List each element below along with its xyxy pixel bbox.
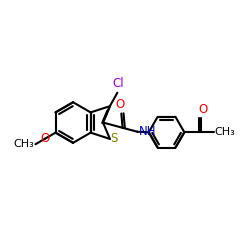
Text: O: O <box>198 104 207 117</box>
Text: CH₃: CH₃ <box>214 127 235 137</box>
Text: O: O <box>40 132 50 145</box>
Text: O: O <box>116 98 125 111</box>
Text: CH₃: CH₃ <box>14 139 34 149</box>
Text: NH: NH <box>139 125 157 138</box>
Text: S: S <box>111 132 118 145</box>
Text: Cl: Cl <box>112 77 124 90</box>
